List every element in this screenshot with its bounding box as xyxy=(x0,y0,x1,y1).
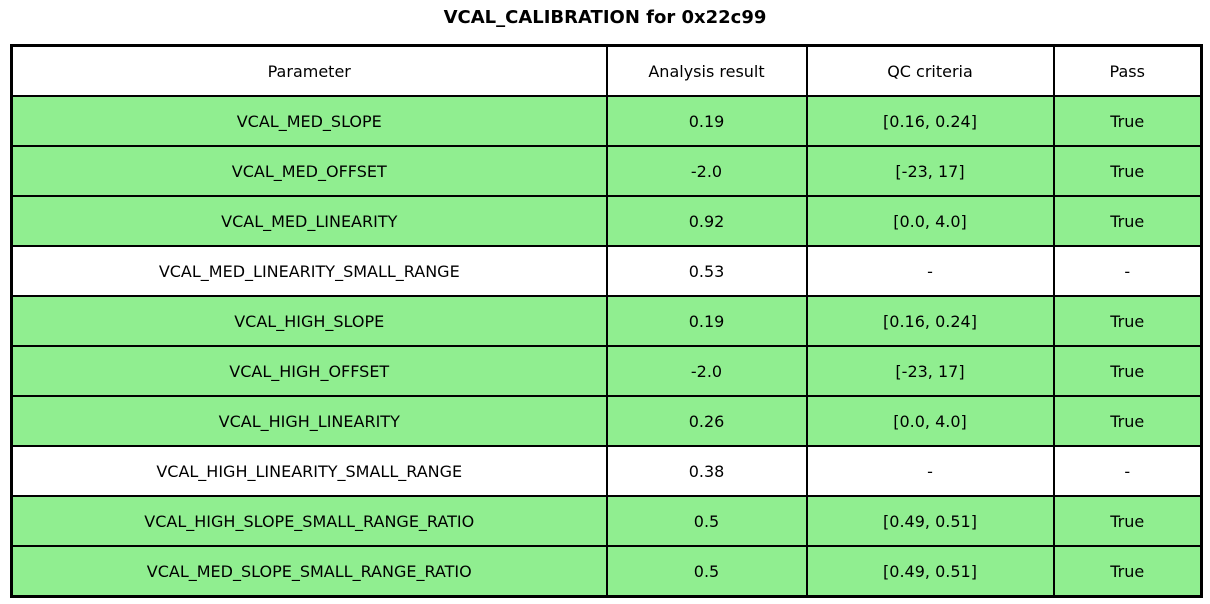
cell-parameter: VCAL_HIGH_SLOPE_SMALL_RANGE_RATIO xyxy=(10,495,608,547)
cell-qc-criteria: [0.0, 4.0] xyxy=(805,195,1055,247)
cell-qc-criteria: [0.49, 0.51] xyxy=(805,495,1055,547)
cell-parameter: VCAL_MED_LINEARITY_SMALL_RANGE xyxy=(10,245,608,297)
cell-pass: True xyxy=(1052,395,1203,447)
column-header-parameter: Parameter xyxy=(10,44,608,97)
cell-parameter: VCAL_MED_LINEARITY xyxy=(10,195,608,247)
table-row: VCAL_HIGH_SLOPE 0.19 [0.16, 0.24] True xyxy=(10,295,1203,347)
cell-analysis-result: 0.19 xyxy=(605,295,808,347)
cell-qc-criteria: [-23, 17] xyxy=(805,345,1055,397)
cell-analysis-result: 0.5 xyxy=(605,545,808,598)
cell-pass: True xyxy=(1052,495,1203,547)
cell-qc-criteria: [0.49, 0.51] xyxy=(805,545,1055,598)
cell-pass: True xyxy=(1052,145,1203,197)
table-row: VCAL_MED_SLOPE_SMALL_RANGE_RATIO 0.5 [0.… xyxy=(10,545,1203,598)
table-header-row: Parameter Analysis result QC criteria Pa… xyxy=(10,44,1203,97)
table-row: VCAL_MED_LINEARITY_SMALL_RANGE 0.53 - - xyxy=(10,245,1203,297)
cell-analysis-result: 0.5 xyxy=(605,495,808,547)
cell-analysis-result: -2.0 xyxy=(605,145,808,197)
cell-pass: True xyxy=(1052,295,1203,347)
table-row: VCAL_HIGH_LINEARITY 0.26 [0.0, 4.0] True xyxy=(10,395,1203,447)
cell-pass: True xyxy=(1052,345,1203,397)
table-row: VCAL_HIGH_OFFSET -2.0 [-23, 17] True xyxy=(10,345,1203,397)
qc-results-table: Parameter Analysis result QC criteria Pa… xyxy=(10,44,1203,598)
cell-qc-criteria: [0.16, 0.24] xyxy=(805,295,1055,347)
figure-title: VCAL_CALIBRATION for 0x22c99 xyxy=(443,7,767,28)
cell-analysis-result: -2.0 xyxy=(605,345,808,397)
column-header-analysis-result: Analysis result xyxy=(605,44,808,97)
cell-analysis-result: 0.38 xyxy=(605,445,808,497)
cell-pass: - xyxy=(1052,445,1203,497)
cell-qc-criteria: [-23, 17] xyxy=(805,145,1055,197)
cell-pass: True xyxy=(1052,545,1203,598)
cell-parameter: VCAL_HIGH_OFFSET xyxy=(10,345,608,397)
cell-analysis-result: 0.92 xyxy=(605,195,808,247)
table-row: VCAL_HIGH_SLOPE_SMALL_RANGE_RATIO 0.5 [0… xyxy=(10,495,1203,547)
cell-qc-criteria: - xyxy=(805,245,1055,297)
cell-parameter: VCAL_MED_SLOPE_SMALL_RANGE_RATIO xyxy=(10,545,608,598)
cell-qc-criteria: [0.16, 0.24] xyxy=(805,95,1055,147)
table-row: VCAL_MED_SLOPE 0.19 [0.16, 0.24] True xyxy=(10,95,1203,147)
column-header-qc-criteria: QC criteria xyxy=(805,44,1055,97)
cell-analysis-result: 0.19 xyxy=(605,95,808,147)
cell-parameter: VCAL_HIGH_LINEARITY xyxy=(10,395,608,447)
cell-analysis-result: 0.53 xyxy=(605,245,808,297)
cell-parameter: VCAL_MED_OFFSET xyxy=(10,145,608,197)
table-row: VCAL_HIGH_LINEARITY_SMALL_RANGE 0.38 - - xyxy=(10,445,1203,497)
cell-pass: True xyxy=(1052,195,1203,247)
table-row: VCAL_MED_LINEARITY 0.92 [0.0, 4.0] True xyxy=(10,195,1203,247)
cell-analysis-result: 0.26 xyxy=(605,395,808,447)
column-header-pass: Pass xyxy=(1052,44,1203,97)
cell-pass: True xyxy=(1052,95,1203,147)
cell-parameter: VCAL_MED_SLOPE xyxy=(10,95,608,147)
cell-pass: - xyxy=(1052,245,1203,297)
cell-parameter: VCAL_HIGH_LINEARITY_SMALL_RANGE xyxy=(10,445,608,497)
cell-qc-criteria: - xyxy=(805,445,1055,497)
cell-qc-criteria: [0.0, 4.0] xyxy=(805,395,1055,447)
cell-parameter: VCAL_HIGH_SLOPE xyxy=(10,295,608,347)
table-row: VCAL_MED_OFFSET -2.0 [-23, 17] True xyxy=(10,145,1203,197)
